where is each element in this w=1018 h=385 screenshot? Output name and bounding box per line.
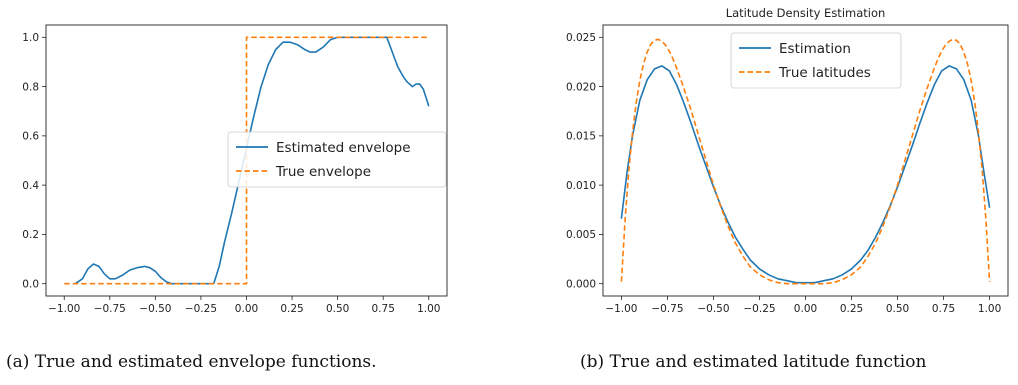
y-tick-label: 0.4 [22, 180, 39, 192]
y-tick-label: 0.000 [566, 278, 596, 290]
y-tick-label: 1.0 [22, 32, 39, 44]
series-line-2 [64, 36, 429, 285]
y-tick-label: 0.025 [566, 32, 596, 44]
x-tick-label: 1.00 [417, 303, 440, 315]
x-tick-label: 0.75 [932, 303, 955, 315]
x-tick-label: −1.00 [605, 303, 637, 315]
x-tick-label: −0.75 [94, 303, 126, 315]
x-tick-label: 1.00 [978, 303, 1001, 315]
x-tick-label: 0.50 [326, 303, 349, 315]
legend-box [227, 131, 447, 188]
y-tick-label: 0.2 [22, 229, 39, 241]
caption-a: (a) True and estimated envelope function… [6, 352, 377, 372]
x-tick-label: −1.00 [48, 303, 80, 315]
chart-a: −1.00 −0.75 −0.50 −0.25 0.00 0.25 0.50 0.75 1.00… [22, 24, 448, 315]
x-tick-label: 0.00 [794, 303, 817, 315]
y-tick-label: 0.005 [566, 229, 596, 241]
y-tick-label: 0.020 [566, 81, 596, 93]
y-tick-label: 0.6 [22, 131, 39, 143]
x-tick-label: 0.25 [840, 303, 863, 315]
chart-title: Latitude Density Estimation [726, 6, 886, 20]
caption-b: (b) True and estimated latitude function [580, 352, 927, 372]
legend-box [730, 32, 902, 89]
x-tick-label: 0.75 [372, 303, 395, 315]
legend: Estimated envelope True envelope [227, 131, 447, 188]
chart-b: −1.00 −0.75 −0.50 −0.25 0.00 0.25 0.50 0.75 1.00… [566, 6, 1009, 315]
x-tick-label: −0.50 [697, 303, 729, 315]
x-tick-label: −0.25 [743, 303, 775, 315]
legend-label: Estimated envelope [276, 140, 411, 156]
x-tick-label: 0.00 [235, 303, 258, 315]
x-tick-label: −0.75 [651, 303, 683, 315]
y-tick-label: 0.010 [566, 180, 596, 192]
legend-label: True latitudes [778, 65, 871, 81]
charts-canvas: −1.00 −0.75 −0.50 −0.25 0.00 0.25 0.50 0.75 1.00… [22, 6, 1009, 315]
y-tick-label: 0.0 [22, 278, 39, 290]
legend-label: Estimation [779, 41, 851, 57]
x-tick-label: 0.25 [280, 303, 303, 315]
series-line-1 [620, 65, 991, 284]
y-tick-label: 0.8 [22, 81, 39, 93]
x-tick-label: −0.50 [139, 303, 171, 315]
x-tick-label: 0.50 [886, 303, 909, 315]
x-tick-label: −0.25 [185, 303, 217, 315]
y-tick-label: 0.015 [566, 131, 596, 143]
legend-label: True envelope [275, 164, 371, 180]
series-line-2 [620, 38, 991, 285]
legend: Estimation True latitudes [730, 32, 902, 89]
